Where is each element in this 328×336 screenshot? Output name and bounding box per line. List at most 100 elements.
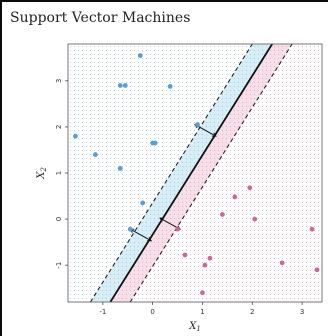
grid-dot (270, 258, 271, 259)
grid-dot (210, 62, 211, 63)
grid-dot (126, 58, 127, 59)
grid-dot (254, 266, 255, 267)
grid-dot (294, 262, 295, 263)
grid-dot (262, 162, 263, 163)
grid-dot (246, 110, 247, 111)
grid-dot (286, 254, 287, 255)
grid-dot (250, 118, 251, 119)
grid-dot (210, 242, 211, 243)
grid-dot (314, 206, 315, 207)
grid-dot (158, 74, 159, 75)
grid-dot (150, 246, 151, 247)
grid-dot (74, 178, 75, 179)
grid-dot (158, 166, 159, 167)
grid-dot (298, 162, 299, 163)
grid-dot (302, 198, 303, 199)
grid-dot (178, 142, 179, 143)
grid-dot (286, 186, 287, 187)
grid-dot (86, 58, 87, 59)
grid-dot (294, 70, 295, 71)
grid-dot (278, 274, 279, 275)
grid-dot (74, 202, 75, 203)
grid-dot (302, 58, 303, 59)
grid-dot (278, 278, 279, 279)
grid-dot (290, 166, 291, 167)
grid-dot (122, 150, 123, 151)
grid-dot (110, 162, 111, 163)
grid-dot (282, 246, 283, 247)
grid-dot (298, 106, 299, 107)
grid-dot (286, 62, 287, 63)
grid-dot (242, 258, 243, 259)
grid-dot (214, 154, 215, 155)
grid-dot (218, 170, 219, 171)
grid-dot (210, 58, 211, 59)
grid-dot (110, 82, 111, 83)
grid-dot (246, 218, 247, 219)
grid-dot (134, 94, 135, 95)
grid-dot (146, 78, 147, 79)
grid-dot (134, 242, 135, 243)
grid-dot (74, 90, 75, 91)
grid-dot (210, 278, 211, 279)
grid-dot (158, 294, 159, 295)
grid-dot (266, 158, 267, 159)
grid-dot (194, 186, 195, 187)
grid-dot (218, 190, 219, 191)
grid-dot (170, 138, 171, 139)
grid-dot (266, 202, 267, 203)
grid-dot (118, 130, 119, 131)
grid-dot (286, 274, 287, 275)
grid-dot (126, 286, 127, 287)
grid-dot (190, 286, 191, 287)
grid-dot (282, 286, 283, 287)
grid-dot (270, 190, 271, 191)
grid-dot (246, 146, 247, 147)
grid-dot (114, 270, 115, 271)
grid-dot (214, 114, 215, 115)
grid-dot (230, 154, 231, 155)
grid-dot (130, 198, 131, 199)
grid-dot (142, 86, 143, 87)
grid-dot (90, 294, 91, 295)
grid-dot (146, 274, 147, 275)
grid-dot (158, 278, 159, 279)
grid-dot (190, 258, 191, 259)
grid-dot (246, 182, 247, 183)
pink-point (175, 226, 180, 232)
grid-dot (182, 198, 183, 199)
grid-dot (102, 102, 103, 103)
grid-dot (254, 298, 255, 299)
grid-dot (190, 154, 191, 155)
grid-dot (138, 94, 139, 95)
grid-dot (294, 66, 295, 67)
grid-dot (266, 110, 267, 111)
grid-dot (106, 178, 107, 179)
grid-dot (186, 186, 187, 187)
grid-dot (162, 198, 163, 199)
grid-dot (314, 282, 315, 283)
grid-dot (70, 146, 71, 147)
grid-dot (158, 298, 159, 299)
grid-dot (290, 242, 291, 243)
grid-dot (310, 130, 311, 131)
grid-dot (222, 282, 223, 283)
grid-dot (150, 78, 151, 79)
grid-dot (258, 246, 259, 247)
grid-dot (230, 182, 231, 183)
grid-dot (94, 258, 95, 259)
grid-dot (110, 202, 111, 203)
grid-dot (226, 230, 227, 231)
grid-dot (98, 294, 99, 295)
grid-dot (82, 226, 83, 227)
grid-dot (98, 274, 99, 275)
grid-dot (290, 234, 291, 235)
grid-dot (98, 178, 99, 179)
grid-dot (162, 278, 163, 279)
grid-dot (134, 90, 135, 91)
grid-dot (198, 254, 199, 255)
grid-dot (210, 162, 211, 163)
grid-dot (278, 226, 279, 227)
grid-dot (266, 174, 267, 175)
grid-dot (158, 182, 159, 183)
